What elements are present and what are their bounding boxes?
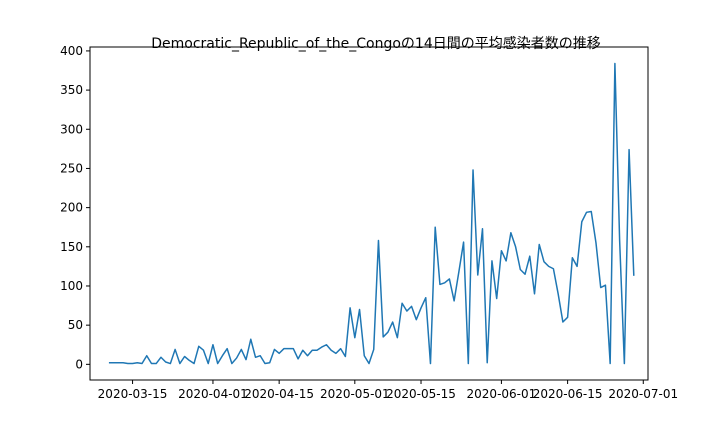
- plot-frame: [89, 46, 649, 381]
- y-tick-label: 100: [60, 279, 83, 293]
- y-tick-label: 300: [60, 122, 83, 136]
- x-tick-label: 2020-04-15: [244, 387, 314, 401]
- y-axis: 0 50 100 150 200 250 300 350 400: [60, 44, 90, 371]
- y-tick-label: 0: [75, 357, 83, 371]
- y-tick-label: 200: [60, 201, 83, 215]
- x-tick-label: 2020-03-15: [98, 387, 168, 401]
- x-tick-label: 2020-05-01: [320, 387, 390, 401]
- y-tick-label: 50: [68, 318, 83, 332]
- y-tick-label: 250: [60, 161, 83, 175]
- series-line: [108, 62, 635, 365]
- y-tick-label: 150: [60, 240, 83, 254]
- y-tick-label: 400: [60, 44, 83, 58]
- x-tick-label: 2020-05-15: [386, 387, 456, 401]
- x-tick-label: 2020-07-01: [608, 387, 678, 401]
- y-tick-label: 350: [60, 83, 83, 97]
- x-tick-label: 2020-06-15: [533, 387, 603, 401]
- x-tick-label: 2020-04-01: [178, 387, 248, 401]
- x-tick-label: 2020-06-01: [467, 387, 537, 401]
- chart-title: Democratic_Republic_of_the_Congoの14日間の平均…: [151, 35, 601, 52]
